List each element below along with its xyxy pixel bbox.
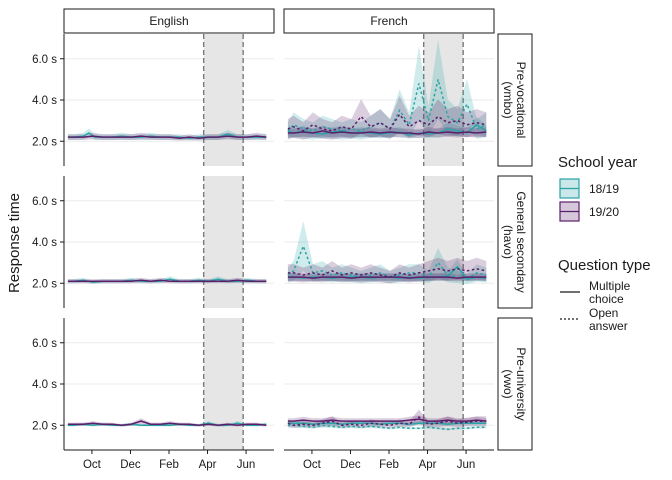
y-tick-label: 6.0 s (32, 338, 57, 350)
y-tick-label: 4.0 s (32, 237, 57, 249)
legend-label-multiple-choice: Multiple choice (589, 279, 631, 306)
legend-label-open-answer: Open answer (589, 306, 628, 333)
row-strip-pre-vocational: Pre-vocational(vmbo) (497, 33, 533, 167)
series-line-18-19-mc (287, 123, 487, 136)
series-line-18-19-open (287, 79, 487, 132)
legend-school-year-title: School year (558, 154, 637, 171)
panel-english-pre-vocational-vmbo (64, 34, 274, 166)
x-tick-label: Dec (340, 459, 361, 471)
panel-french-pre-university-vwo (284, 318, 494, 450)
column-strip-french: French (283, 8, 495, 34)
ribbon-18-19-mc (287, 258, 487, 282)
y-axis-title: Response time (6, 193, 23, 293)
y-tick-label: 2.0 s (32, 136, 57, 148)
x-tick-label: Feb (379, 459, 399, 471)
series-line-19-20-open (287, 416, 487, 427)
ribbon-18-19-open (287, 221, 487, 285)
series-line-19-20-mc (67, 420, 267, 427)
panel-french-general-secondary-havo (284, 176, 494, 308)
x-tick-label: Apr (419, 459, 437, 471)
x-tick-label: Jun (237, 459, 256, 471)
row-strip-pre-university-label: Pre-university(vwo) (501, 347, 528, 420)
shaded-period (203, 34, 244, 166)
x-tick-label: Apr (199, 459, 217, 471)
panel-english-pre-university-vwo (64, 318, 274, 450)
x-tick-label: Oct (83, 459, 102, 471)
row-strip-general-secondary: General secondary(havo) (497, 175, 533, 309)
row-strip-pre-vocational-label: Pre-vocational(vmbo) (501, 62, 528, 139)
y-tick-label: 4.0 s (32, 95, 57, 107)
x-tick-label: Oct (303, 459, 322, 471)
x-tick-label: Dec (120, 459, 141, 471)
y-tick-label: 6.0 s (32, 54, 57, 66)
column-strip-french-label: French (370, 14, 407, 28)
legend-label-19-20: 19/20 (589, 205, 619, 219)
axes: 2.0 s 4.0 s 6.0 s 2.0 s 4.0 s 6.0 s 2.0 s 4.0 s… (32, 34, 494, 471)
y-tick-label: 4.0 s (32, 379, 57, 391)
shaded-period (423, 34, 464, 166)
ribbon-18-19-open (287, 422, 487, 431)
legend-label-18-19: 18/19 (589, 182, 619, 196)
shaded-period (423, 176, 464, 308)
shaded-period (203, 318, 244, 450)
series-line-18-19-open (287, 243, 487, 280)
x-tick-label: Feb (159, 459, 179, 471)
column-strip-english: English (63, 8, 275, 34)
legend-question-type-title: Question type (558, 257, 651, 274)
y-tick-label: 2.0 s (32, 420, 57, 432)
series-line-19-20-mc (67, 279, 267, 282)
column-strip-english-label: English (149, 14, 188, 28)
panel-english-general-secondary-havo (64, 176, 274, 308)
series-line-19-20-mc (287, 418, 487, 422)
series-line-18-19-open (287, 424, 487, 431)
y-tick-label: 6.0 s (32, 196, 57, 208)
series-line-19-20-mc (67, 135, 267, 139)
row-strip-general-secondary-label: General secondary(havo) (501, 191, 528, 292)
panels (64, 34, 494, 450)
ribbon-19-20-open (287, 95, 487, 140)
ribbon-18-19-open (287, 39, 487, 140)
legend: School year 18/19 19/20 Question type Mu… (558, 154, 651, 333)
x-tick-label: Jun (457, 459, 476, 471)
y-tick-label: 2.0 s (32, 278, 57, 290)
series-line-19-20-open (287, 268, 487, 278)
panel-french-pre-vocational-vmbo (284, 34, 494, 166)
row-strip-pre-university: Pre-university(vwo) (497, 317, 533, 451)
series-line-19-20-mc (287, 130, 487, 135)
series-line-19-20-mc (287, 276, 487, 279)
shaded-period (203, 176, 244, 308)
shaded-period (423, 318, 464, 450)
